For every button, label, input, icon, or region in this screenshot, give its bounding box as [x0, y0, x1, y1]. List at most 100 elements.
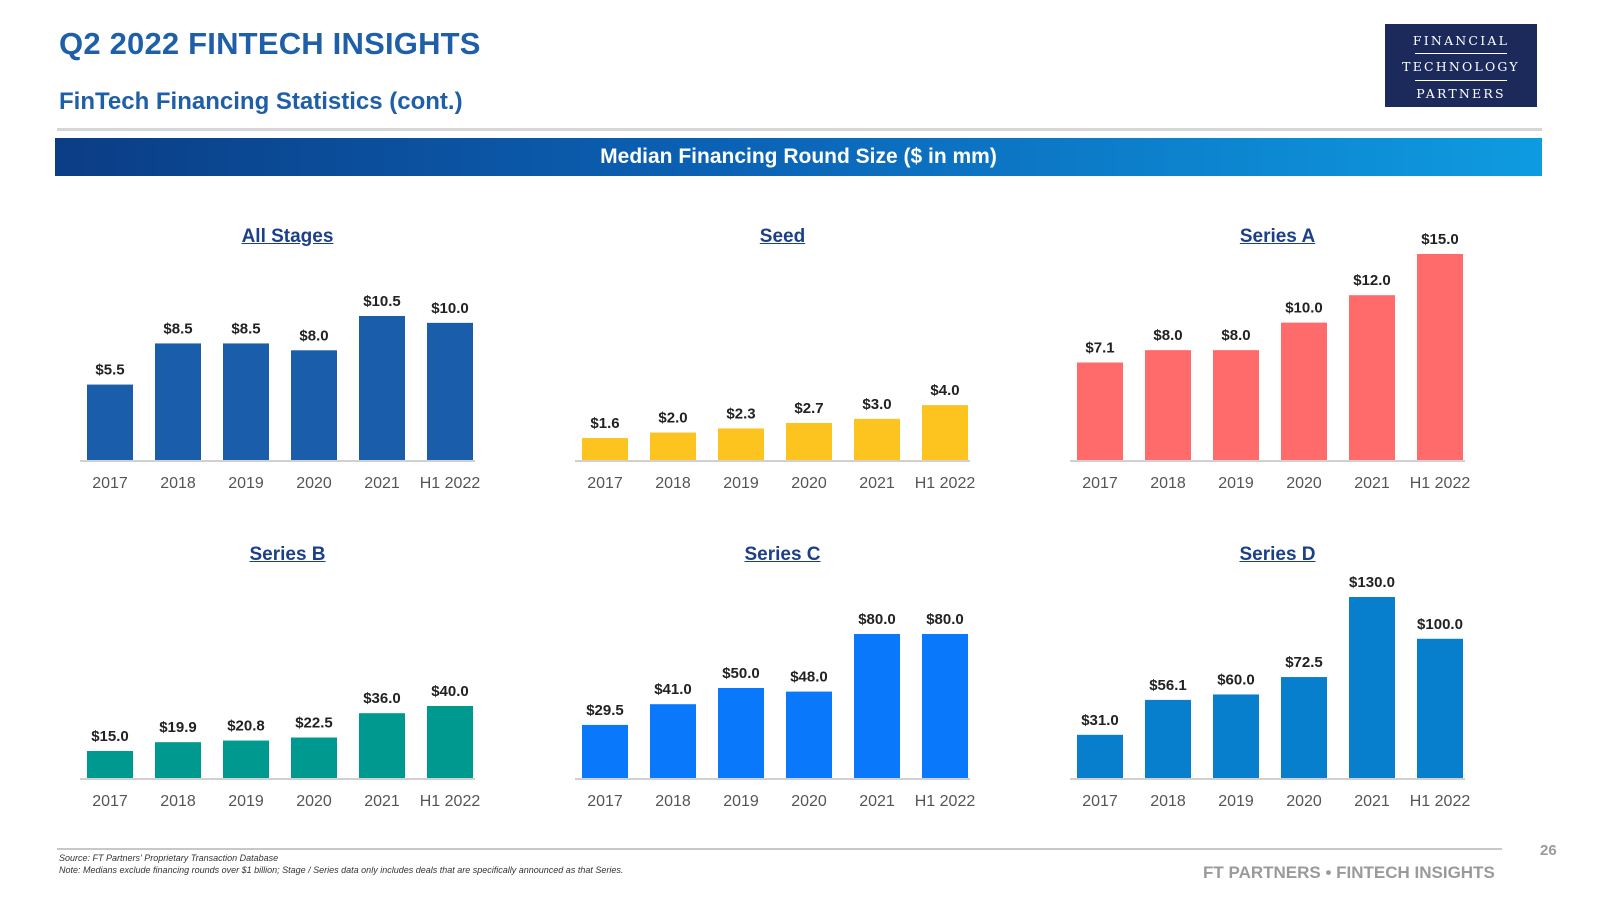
data-label: $12.0 [1353, 272, 1391, 289]
bar [582, 438, 628, 460]
chart-panel: Series A $7.1 2017 $8.0 2018 $8.0 2019 $10.0 202… [1070, 226, 1485, 516]
chart-title: Series A [1239, 226, 1316, 247]
data-label: $48.0 [790, 669, 828, 686]
bar [1349, 295, 1395, 460]
x-tick-label: H1 2022 [915, 793, 976, 810]
bar [650, 432, 696, 460]
chart-title: Seed [759, 226, 806, 247]
footnote: Note: Medians exclude financing rounds o… [59, 865, 624, 875]
x-tick-label: 2021 [859, 793, 895, 810]
data-label: $19.9 [159, 719, 197, 736]
bar [1417, 254, 1463, 460]
data-label: $8.0 [1221, 327, 1250, 344]
x-tick-label: 2018 [1150, 475, 1186, 492]
x-tick-label: H1 2022 [1410, 475, 1471, 492]
bar [87, 384, 133, 460]
logo-line-2: TECHNOLOGY [1402, 59, 1520, 74]
data-label: $22.5 [295, 715, 333, 732]
x-tick-label: 2021 [364, 793, 400, 810]
data-label: $31.0 [1081, 712, 1119, 729]
bar [359, 316, 405, 460]
footer-brand: FT PARTNERS • FINTECH INSIGHTS [1203, 863, 1495, 882]
x-tick-label: 2020 [1286, 793, 1322, 810]
x-tick-label: 2021 [1354, 793, 1390, 810]
data-label: $15.0 [91, 728, 129, 745]
page-title: Q2 2022 FINTECH INSIGHTS [59, 26, 481, 61]
x-tick-label: 2020 [791, 793, 827, 810]
page-subtitle: FinTech Financing Statistics (cont.) [59, 88, 463, 115]
bar-chart: $15.0 2017 $19.9 2018 $20.8 2019 $22.5 2020 $36.… [80, 683, 481, 810]
chart-panel: Seed $1.6 2017 $2.0 2018 $2.3 2019 $2.7 2020 $3.0… [575, 226, 990, 516]
bar-chart: $31.0 2017 $56.1 2018 $60.0 2019 $72.5 2020 $130… [1070, 574, 1470, 810]
bar [718, 688, 764, 778]
x-tick-label: 2021 [364, 475, 400, 492]
data-label: $3.0 [862, 396, 891, 413]
bar [854, 634, 900, 778]
bar [786, 422, 832, 460]
bar [223, 343, 269, 460]
bar-chart: $7.1 2017 $8.0 2018 $8.0 2019 $10.0 2020 $12.0 20… [1070, 231, 1471, 492]
bar [291, 350, 337, 460]
data-label: $72.5 [1285, 654, 1323, 671]
data-label: $8.0 [1153, 327, 1182, 344]
logo-rule [1415, 53, 1507, 54]
data-label: $10.5 [363, 293, 401, 310]
chart-title: Series B [249, 544, 326, 565]
x-tick-label: 2021 [859, 475, 895, 492]
x-tick-label: 2019 [723, 793, 759, 810]
x-tick-label: 2018 [655, 793, 691, 810]
bar [922, 405, 968, 460]
bar-chart: $1.6 2017 $2.0 2018 $2.3 2019 $2.7 2020 $3.0 2021… [575, 382, 975, 492]
data-label: $20.8 [227, 718, 265, 735]
data-label: $36.0 [363, 690, 401, 707]
bar [1077, 734, 1123, 778]
data-label: $130.0 [1349, 574, 1395, 591]
data-label: $2.0 [658, 410, 687, 427]
bar [223, 740, 269, 778]
x-tick-label: 2017 [1082, 475, 1118, 492]
x-tick-label: 2017 [92, 475, 128, 492]
data-label: $60.0 [1217, 671, 1255, 688]
x-tick-label: 2018 [1150, 793, 1186, 810]
chart-panel: All Stages $5.5 2017 $8.5 2018 $8.5 2019 $8.0 20… [80, 226, 495, 516]
bar-chart: $29.5 2017 $41.0 2018 $50.0 2019 $48.0 2020 $80.… [575, 611, 976, 810]
data-label: $50.0 [722, 665, 760, 682]
section-banner: Median Financing Round Size ($ in mm) [55, 138, 1542, 176]
x-tick-label: 2020 [296, 793, 332, 810]
bar [155, 343, 201, 460]
bar [1077, 362, 1123, 460]
x-tick-label: 2017 [1082, 793, 1118, 810]
bar [427, 322, 473, 460]
bar [922, 634, 968, 778]
x-tick-label: H1 2022 [420, 793, 481, 810]
bar [359, 713, 405, 778]
x-tick-label: 2019 [723, 475, 759, 492]
bar [87, 751, 133, 778]
bar [291, 737, 337, 778]
bar [1145, 699, 1191, 778]
data-label: $10.0 [431, 300, 469, 317]
bar [582, 724, 628, 778]
header-divider [57, 128, 1542, 131]
data-label: $29.5 [586, 702, 624, 719]
bar [650, 704, 696, 778]
bar [155, 742, 201, 778]
x-tick-label: 2019 [1218, 793, 1254, 810]
chart-panel: Series B $15.0 2017 $19.9 2018 $20.8 2019 $22.5… [80, 544, 495, 836]
data-label: $5.5 [95, 362, 124, 379]
x-tick-label: 2020 [1286, 475, 1322, 492]
bar [718, 428, 764, 460]
source-note: Source: FT Partners' Proprietary Transac… [59, 853, 279, 863]
data-label: $100.0 [1417, 616, 1463, 633]
x-tick-label: 2018 [655, 475, 691, 492]
company-logo: FINANCIAL TECHNOLOGY PARTNERS [1385, 24, 1537, 107]
x-tick-label: 2017 [587, 793, 623, 810]
logo-line-3: PARTNERS [1416, 86, 1506, 101]
x-tick-label: 2019 [1218, 475, 1254, 492]
x-tick-label: 2019 [228, 793, 264, 810]
data-label: $40.0 [431, 683, 469, 700]
x-tick-label: H1 2022 [420, 475, 481, 492]
data-label: $56.1 [1149, 677, 1187, 694]
bar [427, 706, 473, 778]
x-tick-label: 2017 [92, 793, 128, 810]
